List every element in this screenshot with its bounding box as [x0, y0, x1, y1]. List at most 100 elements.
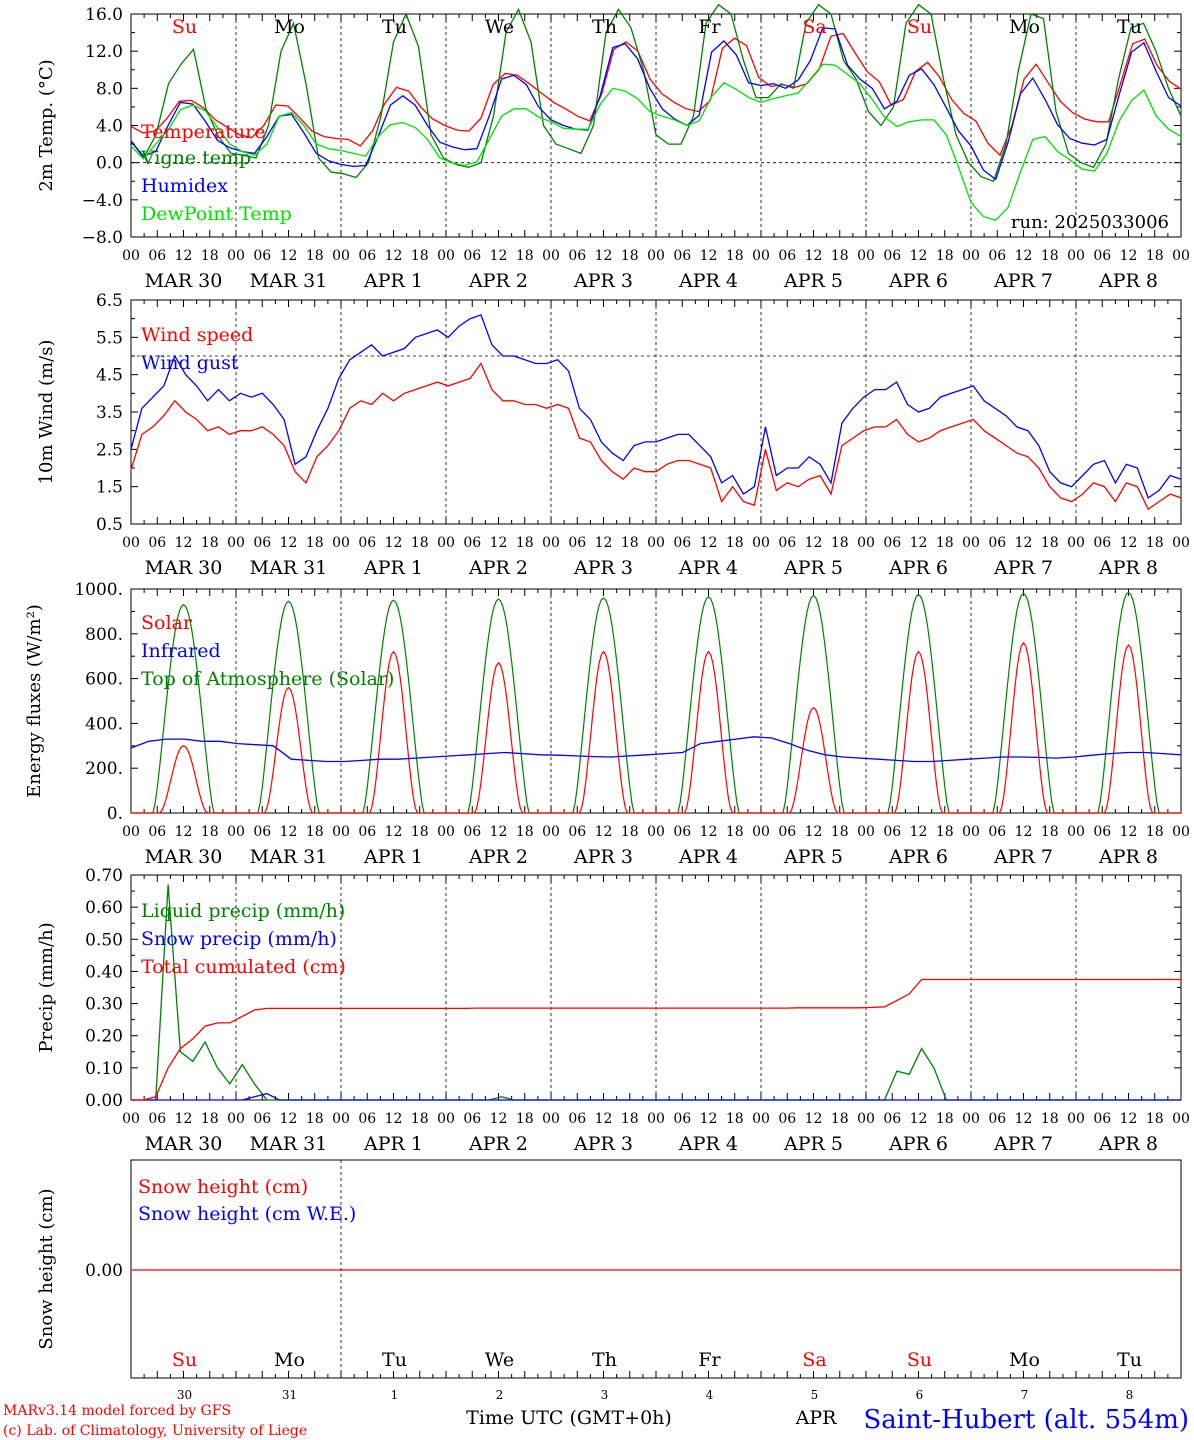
hour-label: 00 [1172, 824, 1190, 840]
date-label: APR 8 [1098, 270, 1158, 292]
legend-entry: Snow height (cm) [138, 1176, 308, 1198]
hour-label: 06 [568, 824, 586, 840]
hour-label: 00 [857, 535, 875, 551]
hour-label: 06 [778, 1111, 796, 1127]
plot-frame [130, 588, 1182, 814]
hour-label: 18 [726, 1111, 744, 1127]
day-name-label: Th [592, 1349, 617, 1371]
plot-frame [130, 299, 1182, 525]
hour-label: 00 [542, 1111, 560, 1127]
hour-label: 18 [516, 1111, 534, 1127]
date-label: APR 5 [783, 270, 843, 292]
hour-label: 00 [122, 248, 140, 264]
hour-label: 12 [490, 248, 508, 264]
y-tick-label: −8.0 [82, 228, 123, 248]
day-name-label: Su [907, 1349, 932, 1371]
hour-label: 00 [857, 824, 875, 840]
hour-label: 06 [463, 535, 481, 551]
hour-label: 18 [411, 824, 429, 840]
date-label: APR 7 [993, 557, 1053, 579]
hour-label: 12 [1015, 248, 1033, 264]
hour-label: 06 [148, 248, 166, 264]
hour-label: 00 [752, 824, 770, 840]
y-tick-label: 0.0 [96, 154, 123, 174]
legend-entry: Top of Atmosphere (Solar) [141, 668, 394, 690]
date-label: MAR 30 [145, 1133, 223, 1155]
hour-label: 06 [673, 248, 691, 264]
panel-2: 6.5 5.5 4.5 3.5 2.5 1.5 0.5 10m Wind (m/s) 00 06 1… [36, 291, 1190, 579]
date-label: APR 7 [993, 846, 1053, 868]
panel-1: 16.0 12.0 8.0 4.0 0.0 −4.0 −8.0 2m Temp. (°C) 00… [36, 3, 1190, 292]
y-tick-label: −4.0 [82, 191, 123, 211]
hour-label: 00 [752, 1111, 770, 1127]
hour-label: 12 [805, 1111, 823, 1127]
hour-label: 00 [122, 535, 140, 551]
hour-label: 18 [201, 248, 219, 264]
hour-label: 12 [1120, 535, 1138, 551]
hour-label: 00 [122, 1111, 140, 1127]
day-name-label: Sa [802, 16, 826, 38]
hour-label: 12 [280, 535, 298, 551]
hour-label: 12 [595, 1111, 613, 1127]
date-label: APR 6 [888, 846, 948, 868]
hour-label: 00 [437, 1111, 455, 1127]
hour-label: 18 [306, 824, 324, 840]
hour-label: 00 [332, 824, 350, 840]
station-name: Saint-Hubert (alt. 554m) [863, 1405, 1189, 1435]
hour-label: 06 [253, 824, 271, 840]
legend-entry: Total cumulated (cm) [141, 956, 346, 978]
day-number-label: 2 [496, 1388, 504, 1402]
day-number-label: 7 [1021, 1388, 1029, 1402]
date-label: APR 3 [573, 846, 633, 868]
hour-label: 00 [752, 535, 770, 551]
footer-model: MARv3.14 model forced by GFS [3, 1403, 231, 1419]
day-name-label: Fr [698, 16, 721, 38]
date-label: MAR 31 [250, 1133, 328, 1155]
y-axis-label: Energy fluxes (W/m²) [24, 604, 45, 798]
hour-label: 12 [175, 1111, 193, 1127]
hour-label: 06 [778, 535, 796, 551]
hour-label: 18 [201, 535, 219, 551]
y-tick-label: 3.5 [96, 403, 123, 423]
date-label: APR 3 [573, 270, 633, 292]
date-label: MAR 30 [145, 270, 223, 292]
hour-label: 06 [148, 824, 166, 840]
y-tick-label: 0.00 [85, 1261, 123, 1281]
y-axis-label: 2m Temp. (°C) [36, 59, 57, 191]
hour-label: 00 [437, 824, 455, 840]
hour-label: 12 [1015, 1111, 1033, 1127]
legend-entry: Snow height (cm W.E.) [138, 1203, 356, 1225]
y-axis-label: Precip (mm/h) [36, 922, 57, 1052]
hour-label: 06 [673, 535, 691, 551]
date-label: MAR 30 [145, 846, 223, 868]
hour-label: 12 [1120, 824, 1138, 840]
day-name-label: Sa [802, 1349, 826, 1371]
hour-label: 00 [857, 1111, 875, 1127]
day-name-label: Fr [698, 1349, 721, 1371]
hour-label: 18 [621, 535, 639, 551]
hour-label: 12 [910, 248, 928, 264]
hour-label: 18 [306, 535, 324, 551]
hour-label: 12 [385, 248, 403, 264]
hour-label: 06 [358, 248, 376, 264]
hour-label: 00 [227, 824, 245, 840]
y-tick-label: 4.5 [96, 366, 123, 386]
panel-3: 1000. 800. 600. 400. 200. 0. Energy fluxes (W/… [24, 580, 1190, 868]
hour-label: 06 [1093, 248, 1111, 264]
y-tick-label: 400. [85, 714, 123, 734]
hour-label: 12 [700, 248, 718, 264]
hour-label: 00 [962, 248, 980, 264]
hour-label: 18 [936, 535, 954, 551]
hour-label: 06 [883, 1111, 901, 1127]
y-tick-label: 0.5 [96, 515, 123, 535]
day-number-label: 5 [811, 1388, 819, 1402]
date-label: APR 5 [783, 846, 843, 868]
hour-label: 18 [516, 535, 534, 551]
day-name-label: Th [592, 16, 617, 38]
hour-label: 12 [805, 535, 823, 551]
hour-label: 18 [726, 248, 744, 264]
hour-label: 12 [595, 248, 613, 264]
hour-label: 06 [883, 248, 901, 264]
y-tick-label: 800. [85, 625, 123, 645]
day-name-label: Tu [382, 16, 407, 38]
